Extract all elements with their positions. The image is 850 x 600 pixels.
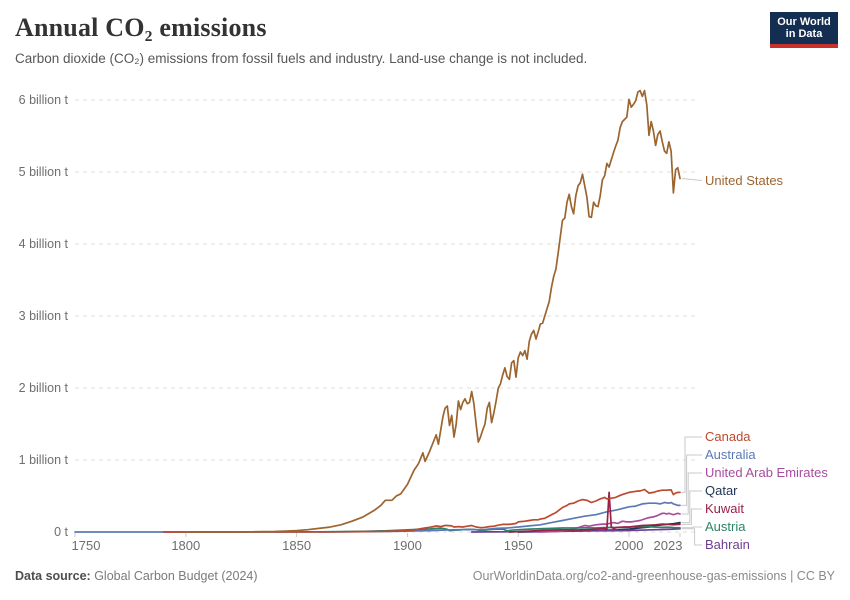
series-label-australia[interactable]: Australia — [705, 447, 756, 462]
x-tick-label: 2023 — [653, 538, 683, 553]
label-connector — [681, 528, 702, 546]
license-link[interactable]: OurWorldinData.org/co2-and-greenhouse-ga… — [472, 569, 835, 583]
x-tick-label: 2000 — [614, 538, 644, 553]
y-tick-label: 1 billion t — [18, 453, 68, 467]
owid-logo[interactable]: Our World in Data — [770, 12, 838, 48]
data-source-value: Global Carbon Budget (2024) — [90, 569, 258, 583]
x-tick-label: 1850 — [282, 538, 312, 553]
x-tick-label: 1750 — [71, 538, 101, 553]
page-title: Annual CO₂ emissions — [15, 13, 267, 42]
line-kuwait[interactable] — [508, 491, 681, 533]
y-tick-label: 0 t — [54, 525, 68, 539]
line-canada[interactable] — [162, 488, 681, 533]
label-connector — [681, 490, 702, 524]
series-label-united-arab-emirates[interactable]: United Arab Emirates — [705, 465, 828, 480]
label-connector — [681, 526, 702, 529]
x-tick-label: 1800 — [171, 538, 201, 553]
series-label-qatar[interactable]: Qatar — [705, 483, 738, 498]
series-label-bahrain[interactable]: Bahrain — [705, 537, 750, 552]
owid-logo-line1: Our World — [777, 15, 831, 28]
label-connector — [681, 454, 702, 506]
owid-logo-line2: in Data — [785, 28, 823, 40]
y-tick-label: 3 billion t — [18, 309, 68, 323]
label-connector — [681, 178, 703, 181]
data-source-note: Data source: Global Carbon Budget (2024) — [15, 569, 258, 583]
label-connector — [681, 508, 702, 525]
y-tick-label: 6 billion t — [18, 93, 68, 107]
series-label-canada[interactable]: Canada — [705, 429, 751, 444]
y-tick-label: 4 billion t — [18, 237, 68, 251]
chart-subtitle: Carbon dioxide (CO₂) emissions from foss… — [15, 51, 588, 66]
series-label-united-states[interactable]: United States — [705, 172, 784, 188]
x-tick-label: 1950 — [503, 538, 533, 553]
line-united-states[interactable] — [184, 89, 681, 533]
label-connector — [681, 472, 702, 515]
x-tick-label: 1900 — [392, 538, 422, 553]
data-source-label: Data source: — [15, 569, 91, 583]
series-label-austria[interactable]: Austria — [705, 519, 746, 534]
series-label-kuwait[interactable]: Kuwait — [705, 501, 745, 516]
y-tick-label: 5 billion t — [18, 165, 68, 179]
y-tick-label: 2 billion t — [18, 381, 68, 395]
label-connector — [681, 436, 702, 493]
